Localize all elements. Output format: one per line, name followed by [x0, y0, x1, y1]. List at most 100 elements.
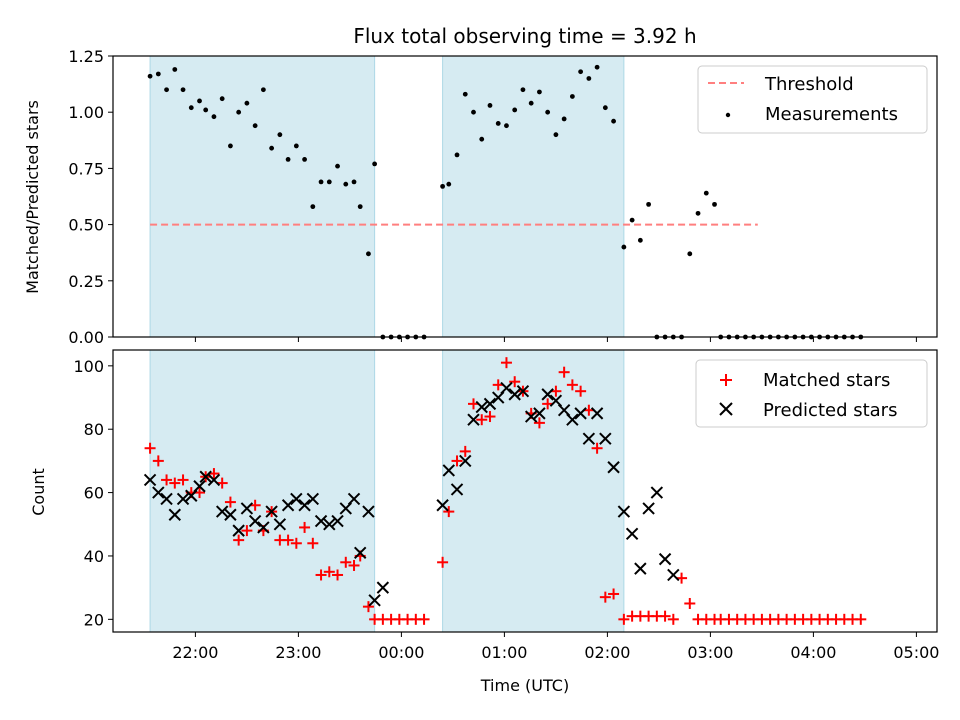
predicted-star-marker — [667, 568, 680, 582]
ratio-panel: 0.00 0.25 0.50 0.75 1.00 1.25 Matched/Predict… — [23, 47, 938, 347]
predicted-star-marker — [224, 508, 237, 521]
matched-star-marker — [459, 445, 471, 457]
measurement-point — [219, 96, 225, 102]
predicted-star-marker — [516, 384, 530, 398]
measurement-point — [487, 103, 493, 108]
measurement-point — [372, 161, 378, 167]
measurement-point — [310, 204, 316, 210]
predicted-star-marker — [152, 486, 165, 499]
matched-star-marker — [476, 414, 488, 426]
measurement-point — [629, 217, 635, 223]
measurement-point — [495, 121, 501, 126]
matched-star-marker — [599, 591, 611, 603]
predicted-star-marker — [599, 432, 612, 445]
count-y-tick-label: 80 — [84, 420, 104, 439]
count-shaded-span — [442, 349, 625, 633]
predicted-star-marker — [658, 552, 672, 566]
x-tick-label: 02:00 — [584, 643, 630, 662]
predicted-star-marker — [574, 407, 587, 420]
measurement-point — [569, 94, 575, 99]
count-panel: 20 40 60 80 100 22:00 23:00 00:00 01:00 02:00 03:… — [29, 349, 939, 695]
predicted-star-marker — [347, 492, 361, 506]
predicted-star-marker — [607, 461, 620, 474]
predicted-star-marker — [265, 505, 278, 518]
measurement-point — [318, 179, 324, 185]
x-tick-label: 23:00 — [275, 643, 321, 662]
measurement-point — [244, 100, 250, 106]
matched-star-marker — [307, 537, 319, 549]
matched-star-marker — [443, 506, 455, 518]
predicted-star-marker — [442, 464, 455, 477]
measurement-point — [203, 107, 209, 113]
legend-matched-label: Matched stars — [763, 370, 890, 391]
x-tick-label: 01:00 — [481, 643, 527, 662]
measurement-point — [211, 114, 217, 120]
predicted-star-marker — [459, 454, 472, 468]
measurement-point — [285, 157, 291, 162]
matched-star-marker — [618, 613, 630, 625]
measurement-point — [446, 181, 452, 187]
legend-predicted-label: Predicted stars — [763, 400, 897, 421]
predicted-star-marker — [467, 413, 480, 426]
matched-star-marker — [290, 537, 302, 549]
x-tick-label: 00:00 — [378, 643, 424, 662]
legend-matched-swatch — [720, 374, 732, 386]
ratio-y-tick-label: 1.00 — [68, 103, 104, 122]
measurement-point — [646, 201, 651, 207]
matched-star-marker — [484, 411, 496, 423]
measurement-point — [578, 69, 584, 75]
ratio-shaded-span — [149, 55, 376, 338]
measurement-point — [326, 179, 332, 185]
matched-star-marker — [299, 521, 311, 533]
measurement-point — [553, 132, 559, 138]
predicted-star-marker — [273, 518, 287, 531]
x-axis-label: Time (UTC) — [480, 676, 569, 695]
measurement-point — [537, 89, 542, 95]
predicted-star-marker — [298, 499, 311, 512]
measurement-point — [357, 204, 363, 210]
measurement-point — [228, 143, 233, 149]
predicted-star-marker — [176, 492, 190, 506]
matched-star-marker — [332, 569, 344, 581]
legend-measurements-label: Measurements — [765, 104, 898, 125]
measurement-point — [454, 152, 460, 158]
matched-star-marker — [340, 556, 352, 568]
predicted-star-marker — [650, 486, 664, 499]
measurement-point — [594, 64, 600, 70]
matched-star-marker — [509, 376, 521, 388]
predicted-star-marker — [281, 499, 295, 512]
ratio-shaded-span — [442, 55, 625, 338]
x-tick-label: 05:00 — [893, 643, 939, 662]
predicted-star-marker — [257, 521, 270, 534]
measurement-point — [462, 91, 468, 97]
count-y-axis-label: Count — [29, 468, 48, 516]
matched-star-marker — [451, 455, 463, 467]
legend-predicted-swatch — [719, 402, 733, 416]
predicted-star-marker — [331, 514, 344, 528]
predicted-star-marker — [215, 505, 229, 518]
matched-star-marker — [241, 525, 253, 537]
legend-measurements-swatch — [725, 112, 731, 118]
matched-star-marker — [659, 610, 671, 622]
matched-star-marker — [500, 357, 512, 369]
ratio-y-tick-label: 0.25 — [68, 272, 104, 291]
measurement-point — [343, 181, 349, 187]
count-y-tick-label: 100 — [73, 357, 104, 376]
matched-star-marker — [362, 601, 374, 613]
ratio-panel-frame — [112, 55, 938, 338]
predicted-star-marker — [290, 492, 303, 506]
measurement-point — [172, 67, 178, 72]
matched-star-marker — [282, 534, 294, 546]
measurement-point — [504, 123, 509, 129]
predicted-star-marker — [168, 508, 182, 521]
predicted-star-marker — [450, 483, 464, 496]
predicted-star-marker — [368, 594, 381, 607]
measurement-point — [366, 251, 371, 257]
measurement-point — [197, 98, 202, 104]
x-tick-label: 04:00 — [790, 643, 836, 662]
ratio-y-tick-label: 1.25 — [68, 47, 104, 66]
predicted-star-marker — [143, 473, 157, 487]
x-tick-label: 22:00 — [172, 643, 218, 662]
matched-star-marker — [323, 566, 335, 578]
count-y-tick-label: 20 — [84, 610, 104, 629]
